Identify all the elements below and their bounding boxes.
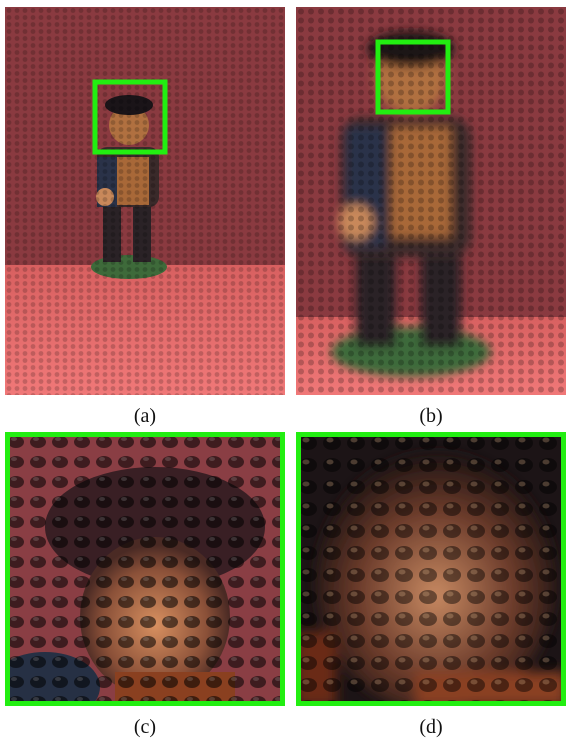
caption-b: (b) <box>419 405 443 427</box>
image-panel-d <box>296 432 566 706</box>
zoom-box-b <box>375 39 451 115</box>
caption-d: (d) <box>419 716 443 738</box>
image-panel-b <box>296 7 566 395</box>
photo-d-zoom <box>296 432 566 706</box>
caption-a: (a) <box>133 405 157 427</box>
photo-a <box>5 7 285 395</box>
photo-b <box>296 7 566 395</box>
photo-c-zoom <box>5 432 285 706</box>
image-panel-a <box>5 7 285 395</box>
caption-c: (c) <box>133 716 157 738</box>
zoom-box-a <box>92 79 168 155</box>
image-panel-c <box>5 432 285 706</box>
